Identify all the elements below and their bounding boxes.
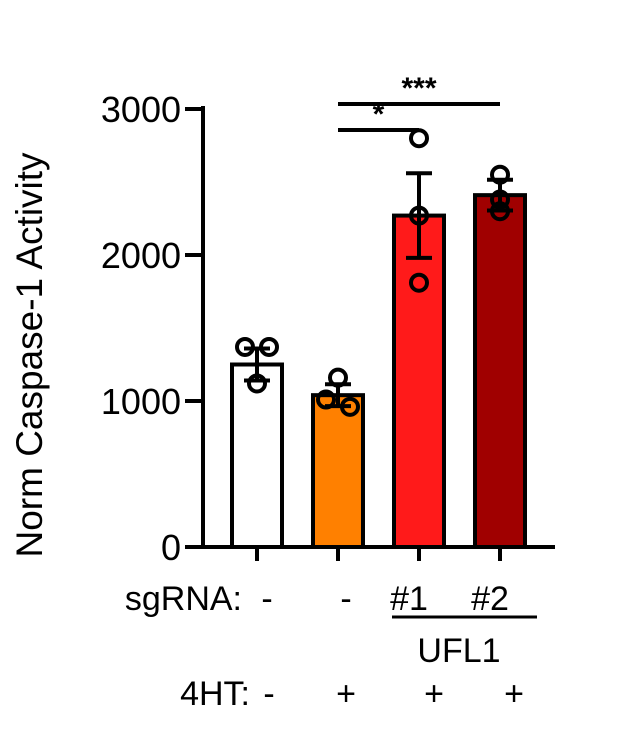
data-point bbox=[316, 389, 336, 410]
data-point bbox=[409, 272, 429, 293]
data-point bbox=[409, 205, 429, 226]
data-point bbox=[409, 128, 429, 149]
significance-label: *** bbox=[401, 72, 436, 105]
bar bbox=[473, 193, 527, 549]
data-point bbox=[247, 373, 267, 394]
data-point bbox=[490, 201, 510, 222]
data-point bbox=[490, 164, 510, 185]
row-label: 4HT: bbox=[180, 675, 250, 713]
y-tick-label: 0 bbox=[161, 527, 181, 568]
row-value: + bbox=[336, 675, 356, 713]
data-point bbox=[490, 189, 510, 210]
data-point bbox=[340, 396, 360, 417]
y-tick-label: 3000 bbox=[101, 89, 181, 130]
y-axis-label: Norm Caspase-1 Activity bbox=[9, 152, 50, 558]
row-value: #1 bbox=[390, 580, 428, 618]
row-value: - bbox=[340, 580, 351, 618]
row-value: - bbox=[263, 675, 274, 713]
row-value: + bbox=[504, 675, 524, 713]
row-label: sgRNA: bbox=[125, 580, 242, 618]
data-point bbox=[259, 336, 279, 357]
bar bbox=[311, 393, 365, 549]
significance-label: * bbox=[373, 98, 385, 131]
row-value: + bbox=[424, 675, 444, 713]
group-label: UFL1 bbox=[417, 632, 500, 670]
y-tick-label: 2000 bbox=[101, 235, 181, 276]
bar bbox=[392, 213, 446, 550]
y-tick-label: 1000 bbox=[101, 381, 181, 422]
row-value: #2 bbox=[471, 580, 509, 618]
data-point bbox=[235, 336, 255, 357]
row-value: - bbox=[261, 580, 272, 618]
data-point bbox=[328, 367, 348, 388]
